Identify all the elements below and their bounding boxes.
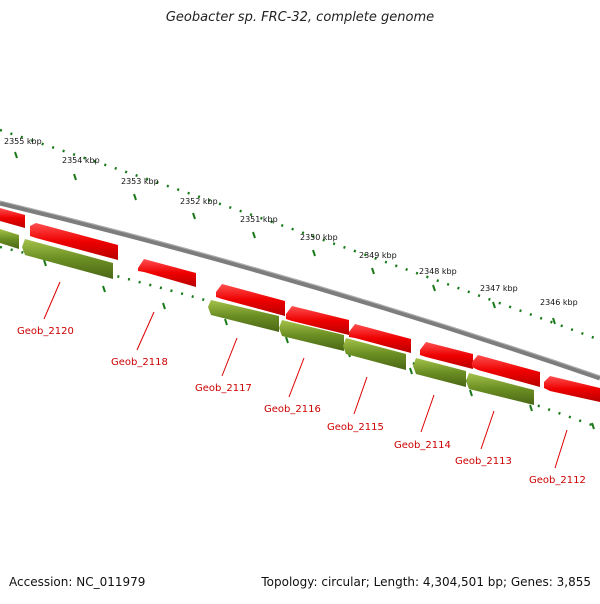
gene-label-geob_2118[interactable]: Geob_2118 [111, 357, 168, 368]
kbp-tick-label: 2346 kbp [540, 298, 578, 307]
reverse-gene-7[interactable] [466, 373, 534, 405]
kbp-tick-label: 2354 kbp [62, 156, 100, 165]
kbp-tick-labels: 2355 kbp 2354 kbp 2353 kbp 2352 kbp 2351 kbp… [4, 137, 578, 307]
forward-gene-2[interactable] [30, 223, 118, 260]
gene-label-geob_2113[interactable]: Geob_2113 [455, 456, 512, 467]
topology-summary-text: Topology: circular; Length: 4,304,501 bp… [261, 575, 591, 589]
forward-strand-genes [0, 208, 600, 402]
reverse-gene-5[interactable] [343, 338, 406, 370]
reverse-gene-2[interactable] [22, 239, 113, 279]
forward-gene-7[interactable] [420, 342, 473, 369]
page-title: Geobacter sp. FRC-32, complete genome [165, 10, 435, 25]
gene-label-geob_2117[interactable]: Geob_2117 [195, 383, 252, 394]
forward-gene-6[interactable] [349, 324, 411, 353]
kbp-tick-label: 2349 kbp [359, 251, 397, 260]
gene-labels: Geob_2120 Geob_2118 Geob_2117 Geob_2116 Geob… [17, 326, 586, 486]
forward-gene-3[interactable] [138, 259, 196, 287]
forward-gene-4[interactable] [216, 284, 285, 316]
gene-label-geob_2120[interactable]: Geob_2120 [17, 326, 74, 337]
accession-text: Accession: NC_011979 [9, 575, 146, 589]
kbp-tick-label: 2352 kbp [180, 197, 218, 206]
forward-gene-1[interactable] [0, 208, 25, 228]
gene-label-geob_2116[interactable]: Geob_2116 [264, 404, 321, 415]
gene-label-geob_2114[interactable]: Geob_2114 [394, 440, 451, 451]
kbp-tick-label: 2350 kbp [300, 233, 338, 242]
forward-gene-5[interactable] [286, 306, 349, 335]
kbp-tick-label: 2347 kbp [480, 284, 518, 293]
reverse-strand-genes [0, 229, 534, 405]
kbp-tick-label: 2355 kbp [4, 137, 42, 146]
forward-gene-9[interactable] [544, 376, 600, 402]
forward-gene-8[interactable] [472, 355, 540, 387]
gene-leader-lines [43, 281, 568, 469]
reverse-gene-1[interactable] [0, 229, 19, 249]
gene-label-geob_2112[interactable]: Geob_2112 [529, 475, 586, 486]
kbp-tick-label: 2353 kbp [121, 177, 159, 186]
kbp-tick-label: 2351 kbp [240, 215, 278, 224]
kbp-tick-label: 2348 kbp [419, 267, 457, 276]
reverse-gene-6[interactable] [413, 358, 466, 387]
reverse-gene-3[interactable] [208, 300, 279, 332]
reverse-gene-4[interactable] [279, 320, 344, 351]
outer-major-ticks [14, 151, 556, 325]
gene-label-geob_2115[interactable]: Geob_2115 [327, 422, 384, 433]
genome-backbone [0, 200, 600, 381]
